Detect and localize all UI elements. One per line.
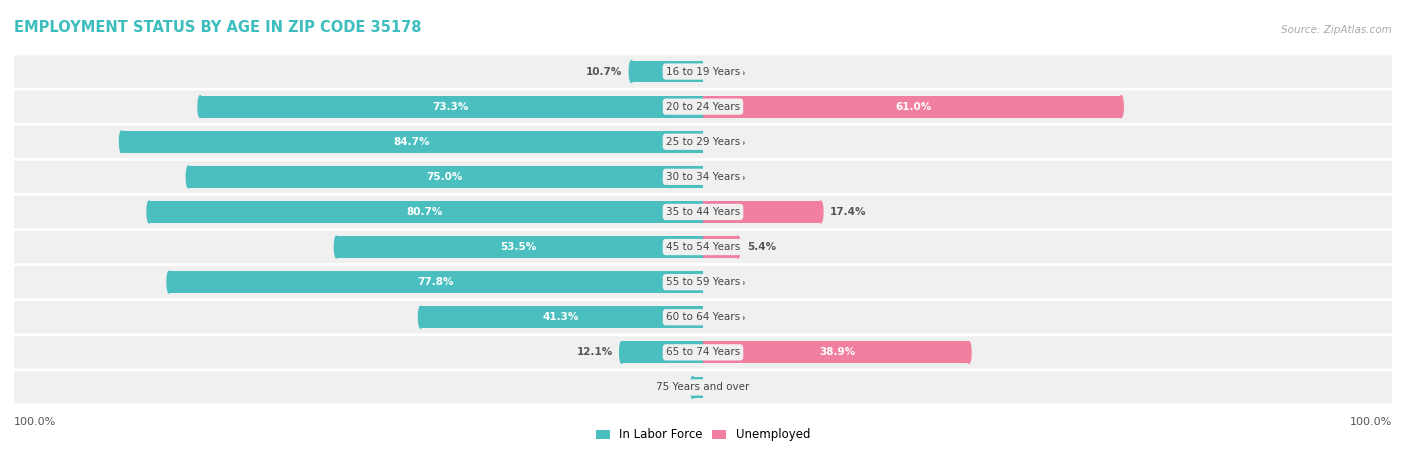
Text: 25 to 29 Years: 25 to 29 Years — [666, 137, 740, 147]
FancyBboxPatch shape — [703, 236, 738, 258]
FancyBboxPatch shape — [14, 55, 1392, 88]
Text: 77.8%: 77.8% — [416, 277, 453, 287]
Text: 100.0%: 100.0% — [1350, 417, 1392, 428]
FancyBboxPatch shape — [121, 131, 703, 153]
Text: Source: ZipAtlas.com: Source: ZipAtlas.com — [1281, 25, 1392, 35]
Text: 16 to 19 Years: 16 to 19 Years — [666, 67, 740, 76]
Text: 61.0%: 61.0% — [896, 102, 931, 112]
FancyBboxPatch shape — [14, 90, 1392, 123]
Text: 1.8%: 1.8% — [655, 382, 683, 392]
FancyBboxPatch shape — [14, 126, 1392, 158]
FancyBboxPatch shape — [200, 96, 703, 117]
FancyBboxPatch shape — [693, 377, 703, 398]
Circle shape — [630, 61, 634, 82]
Text: EMPLOYMENT STATUS BY AGE IN ZIP CODE 35178: EMPLOYMENT STATUS BY AGE IN ZIP CODE 351… — [14, 20, 422, 35]
Circle shape — [167, 271, 172, 293]
Circle shape — [967, 342, 972, 363]
FancyBboxPatch shape — [14, 231, 1392, 263]
Circle shape — [335, 236, 339, 258]
FancyBboxPatch shape — [336, 236, 703, 258]
Text: 17.4%: 17.4% — [830, 207, 866, 217]
Circle shape — [818, 201, 823, 223]
Text: 84.7%: 84.7% — [394, 137, 429, 147]
Text: 55 to 59 Years: 55 to 59 Years — [666, 277, 740, 287]
Text: 75 Years and over: 75 Years and over — [657, 382, 749, 392]
Text: 75.0%: 75.0% — [426, 172, 463, 182]
Text: 0.0%: 0.0% — [717, 172, 745, 182]
Text: 100.0%: 100.0% — [14, 417, 56, 428]
Circle shape — [1119, 96, 1123, 117]
Circle shape — [620, 342, 624, 363]
FancyBboxPatch shape — [621, 342, 703, 363]
Text: 5.4%: 5.4% — [747, 242, 776, 252]
Text: 12.1%: 12.1% — [576, 347, 613, 357]
Text: 30 to 34 Years: 30 to 34 Years — [666, 172, 740, 182]
FancyBboxPatch shape — [14, 266, 1392, 298]
Legend: In Labor Force, Unemployed: In Labor Force, Unemployed — [596, 428, 810, 441]
Text: 0.0%: 0.0% — [717, 137, 745, 147]
FancyBboxPatch shape — [631, 61, 703, 82]
Text: 41.3%: 41.3% — [543, 312, 579, 322]
Circle shape — [120, 131, 124, 153]
Text: 73.3%: 73.3% — [432, 102, 468, 112]
Text: 45 to 54 Years: 45 to 54 Years — [666, 242, 740, 252]
Text: 60 to 64 Years: 60 to 64 Years — [666, 312, 740, 322]
Circle shape — [419, 306, 423, 328]
FancyBboxPatch shape — [703, 201, 821, 223]
Text: 65 to 74 Years: 65 to 74 Years — [666, 347, 740, 357]
Text: 35 to 44 Years: 35 to 44 Years — [666, 207, 740, 217]
Text: 20 to 24 Years: 20 to 24 Years — [666, 102, 740, 112]
Circle shape — [198, 96, 202, 117]
Text: 80.7%: 80.7% — [406, 207, 443, 217]
Text: 0.0%: 0.0% — [717, 67, 745, 76]
FancyBboxPatch shape — [703, 342, 969, 363]
FancyBboxPatch shape — [14, 371, 1392, 404]
FancyBboxPatch shape — [14, 196, 1392, 228]
FancyBboxPatch shape — [149, 201, 703, 223]
FancyBboxPatch shape — [14, 301, 1392, 333]
Text: 38.9%: 38.9% — [818, 347, 855, 357]
FancyBboxPatch shape — [14, 336, 1392, 369]
Text: 0.0%: 0.0% — [717, 277, 745, 287]
FancyBboxPatch shape — [169, 271, 703, 293]
FancyBboxPatch shape — [14, 161, 1392, 193]
Text: 10.7%: 10.7% — [586, 67, 623, 76]
Text: 53.5%: 53.5% — [501, 242, 537, 252]
FancyBboxPatch shape — [420, 306, 703, 328]
Text: 0.0%: 0.0% — [717, 382, 745, 392]
FancyBboxPatch shape — [188, 166, 703, 188]
Circle shape — [186, 166, 191, 188]
Circle shape — [735, 236, 740, 258]
Circle shape — [690, 377, 695, 398]
FancyBboxPatch shape — [703, 96, 1121, 117]
Text: 0.0%: 0.0% — [717, 312, 745, 322]
Circle shape — [148, 201, 152, 223]
